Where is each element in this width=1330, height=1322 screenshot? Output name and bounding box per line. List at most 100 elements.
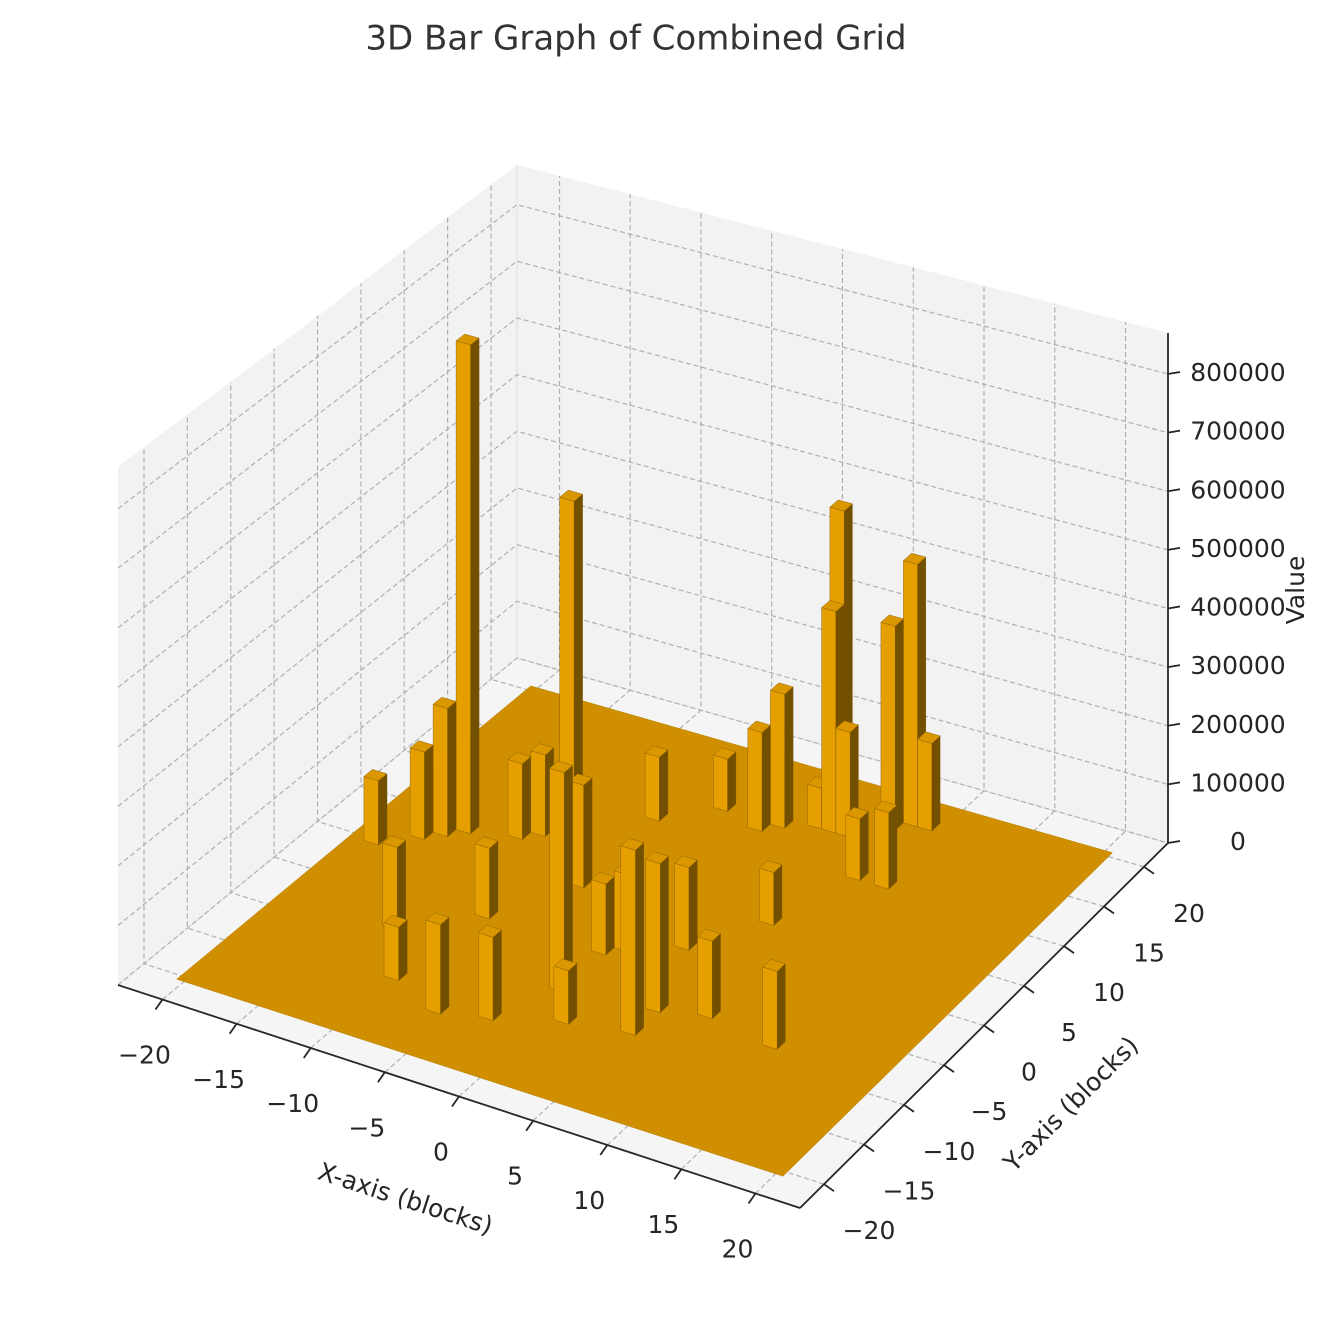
x-axis-label: X-axis (blocks) (315, 1157, 497, 1241)
y-tick (903, 1104, 915, 1113)
y-tick-label: −15 (883, 1177, 936, 1206)
bar (845, 806, 869, 882)
bar-front (474, 843, 490, 920)
y-tick-label: 15 (1133, 938, 1165, 967)
bar-side (378, 773, 388, 846)
bar-side (712, 933, 721, 1020)
bar-top (644, 745, 669, 758)
bar (363, 769, 388, 846)
bar-side (564, 764, 573, 994)
bar-front (713, 754, 728, 812)
bar-side (761, 724, 771, 833)
z-tick (1167, 371, 1181, 375)
z-axis-label: Value (1281, 556, 1310, 625)
y-tick (1143, 866, 1155, 875)
bar-front (697, 936, 713, 1020)
bar-top (549, 760, 574, 773)
bar (549, 760, 574, 994)
bar-front (880, 622, 896, 831)
bar (644, 745, 669, 822)
bar-front (762, 966, 778, 1050)
y-tick (863, 1143, 875, 1153)
z-tick (1167, 840, 1181, 844)
bar (478, 925, 502, 1022)
bar-side (440, 916, 450, 1015)
bars (176, 333, 1113, 1177)
y-tick-label: 20 (1173, 899, 1205, 928)
x-tick-label: −10 (266, 1089, 319, 1118)
bar (382, 835, 407, 931)
y-tick-label: −5 (971, 1097, 1008, 1126)
bar-top (829, 499, 853, 512)
bar (507, 752, 532, 841)
bar-side (659, 749, 669, 822)
bar-top (432, 696, 457, 709)
bar (474, 836, 499, 920)
bar-front (845, 814, 861, 881)
x-tick-label: −5 (348, 1113, 385, 1142)
bar (712, 747, 737, 812)
bar-side (888, 804, 898, 890)
bar-front (507, 759, 523, 840)
bar-top (874, 800, 898, 813)
bar-side (447, 700, 457, 838)
bar (697, 928, 721, 1020)
bar-top (568, 773, 593, 786)
bar-top (758, 860, 783, 873)
x-tick (451, 1095, 460, 1108)
bar-side (688, 859, 698, 951)
grid-line (117, 600, 1169, 926)
y-tick-label: −10 (923, 1137, 976, 1166)
bar-side (859, 810, 869, 882)
bar-front (807, 783, 822, 830)
bar-side (773, 864, 783, 927)
bar-side (605, 876, 615, 956)
bar-front (591, 879, 607, 956)
bar-side (727, 751, 737, 812)
bar-front (478, 932, 494, 1022)
bar-side (635, 842, 644, 1036)
bar-front (874, 808, 889, 890)
bar (383, 914, 408, 982)
bar-front (425, 919, 441, 1015)
x-tick-label: 5 (507, 1162, 523, 1191)
y-tick-label: 10 (1093, 978, 1125, 1007)
bar-top (645, 851, 669, 864)
bar-top (382, 835, 407, 848)
bar (620, 838, 645, 1036)
axis-line (799, 842, 1169, 1209)
grid-line (117, 544, 1169, 867)
z-tick-label: 600000 (1190, 475, 1285, 504)
bar (758, 860, 783, 927)
z-tick-label: 500000 (1190, 534, 1285, 563)
z-tick-label: 400000 (1190, 593, 1285, 622)
x-tick-label: 0 (433, 1138, 449, 1167)
z-tick (1167, 488, 1181, 493)
y-tick-label: 0 (1021, 1058, 1037, 1087)
bar-side (470, 337, 480, 835)
y-axis-label: Y-axis (blocks) (997, 1031, 1144, 1178)
bar-front (770, 689, 785, 829)
bar (409, 740, 434, 840)
left-pane (118, 165, 517, 985)
bar-side (398, 919, 408, 982)
bar-side (489, 840, 499, 920)
bar-front (903, 560, 918, 828)
grid-line (117, 317, 1169, 629)
bar-front (759, 867, 774, 926)
bar-front (674, 862, 690, 951)
bar-top (590, 871, 615, 885)
z-tick-label: 0 (1230, 827, 1246, 856)
y-tick (1103, 905, 1115, 915)
grid-line (117, 487, 1169, 807)
bar (559, 489, 584, 846)
bar (530, 743, 555, 838)
z-tick-label: 100000 (1190, 768, 1285, 797)
bar-top (821, 600, 845, 612)
grid-line (117, 260, 1169, 569)
bar-front (455, 340, 471, 835)
y-tick-label: 5 (1061, 1018, 1077, 1047)
y-tick (983, 1024, 995, 1034)
z-tick (1167, 605, 1181, 610)
